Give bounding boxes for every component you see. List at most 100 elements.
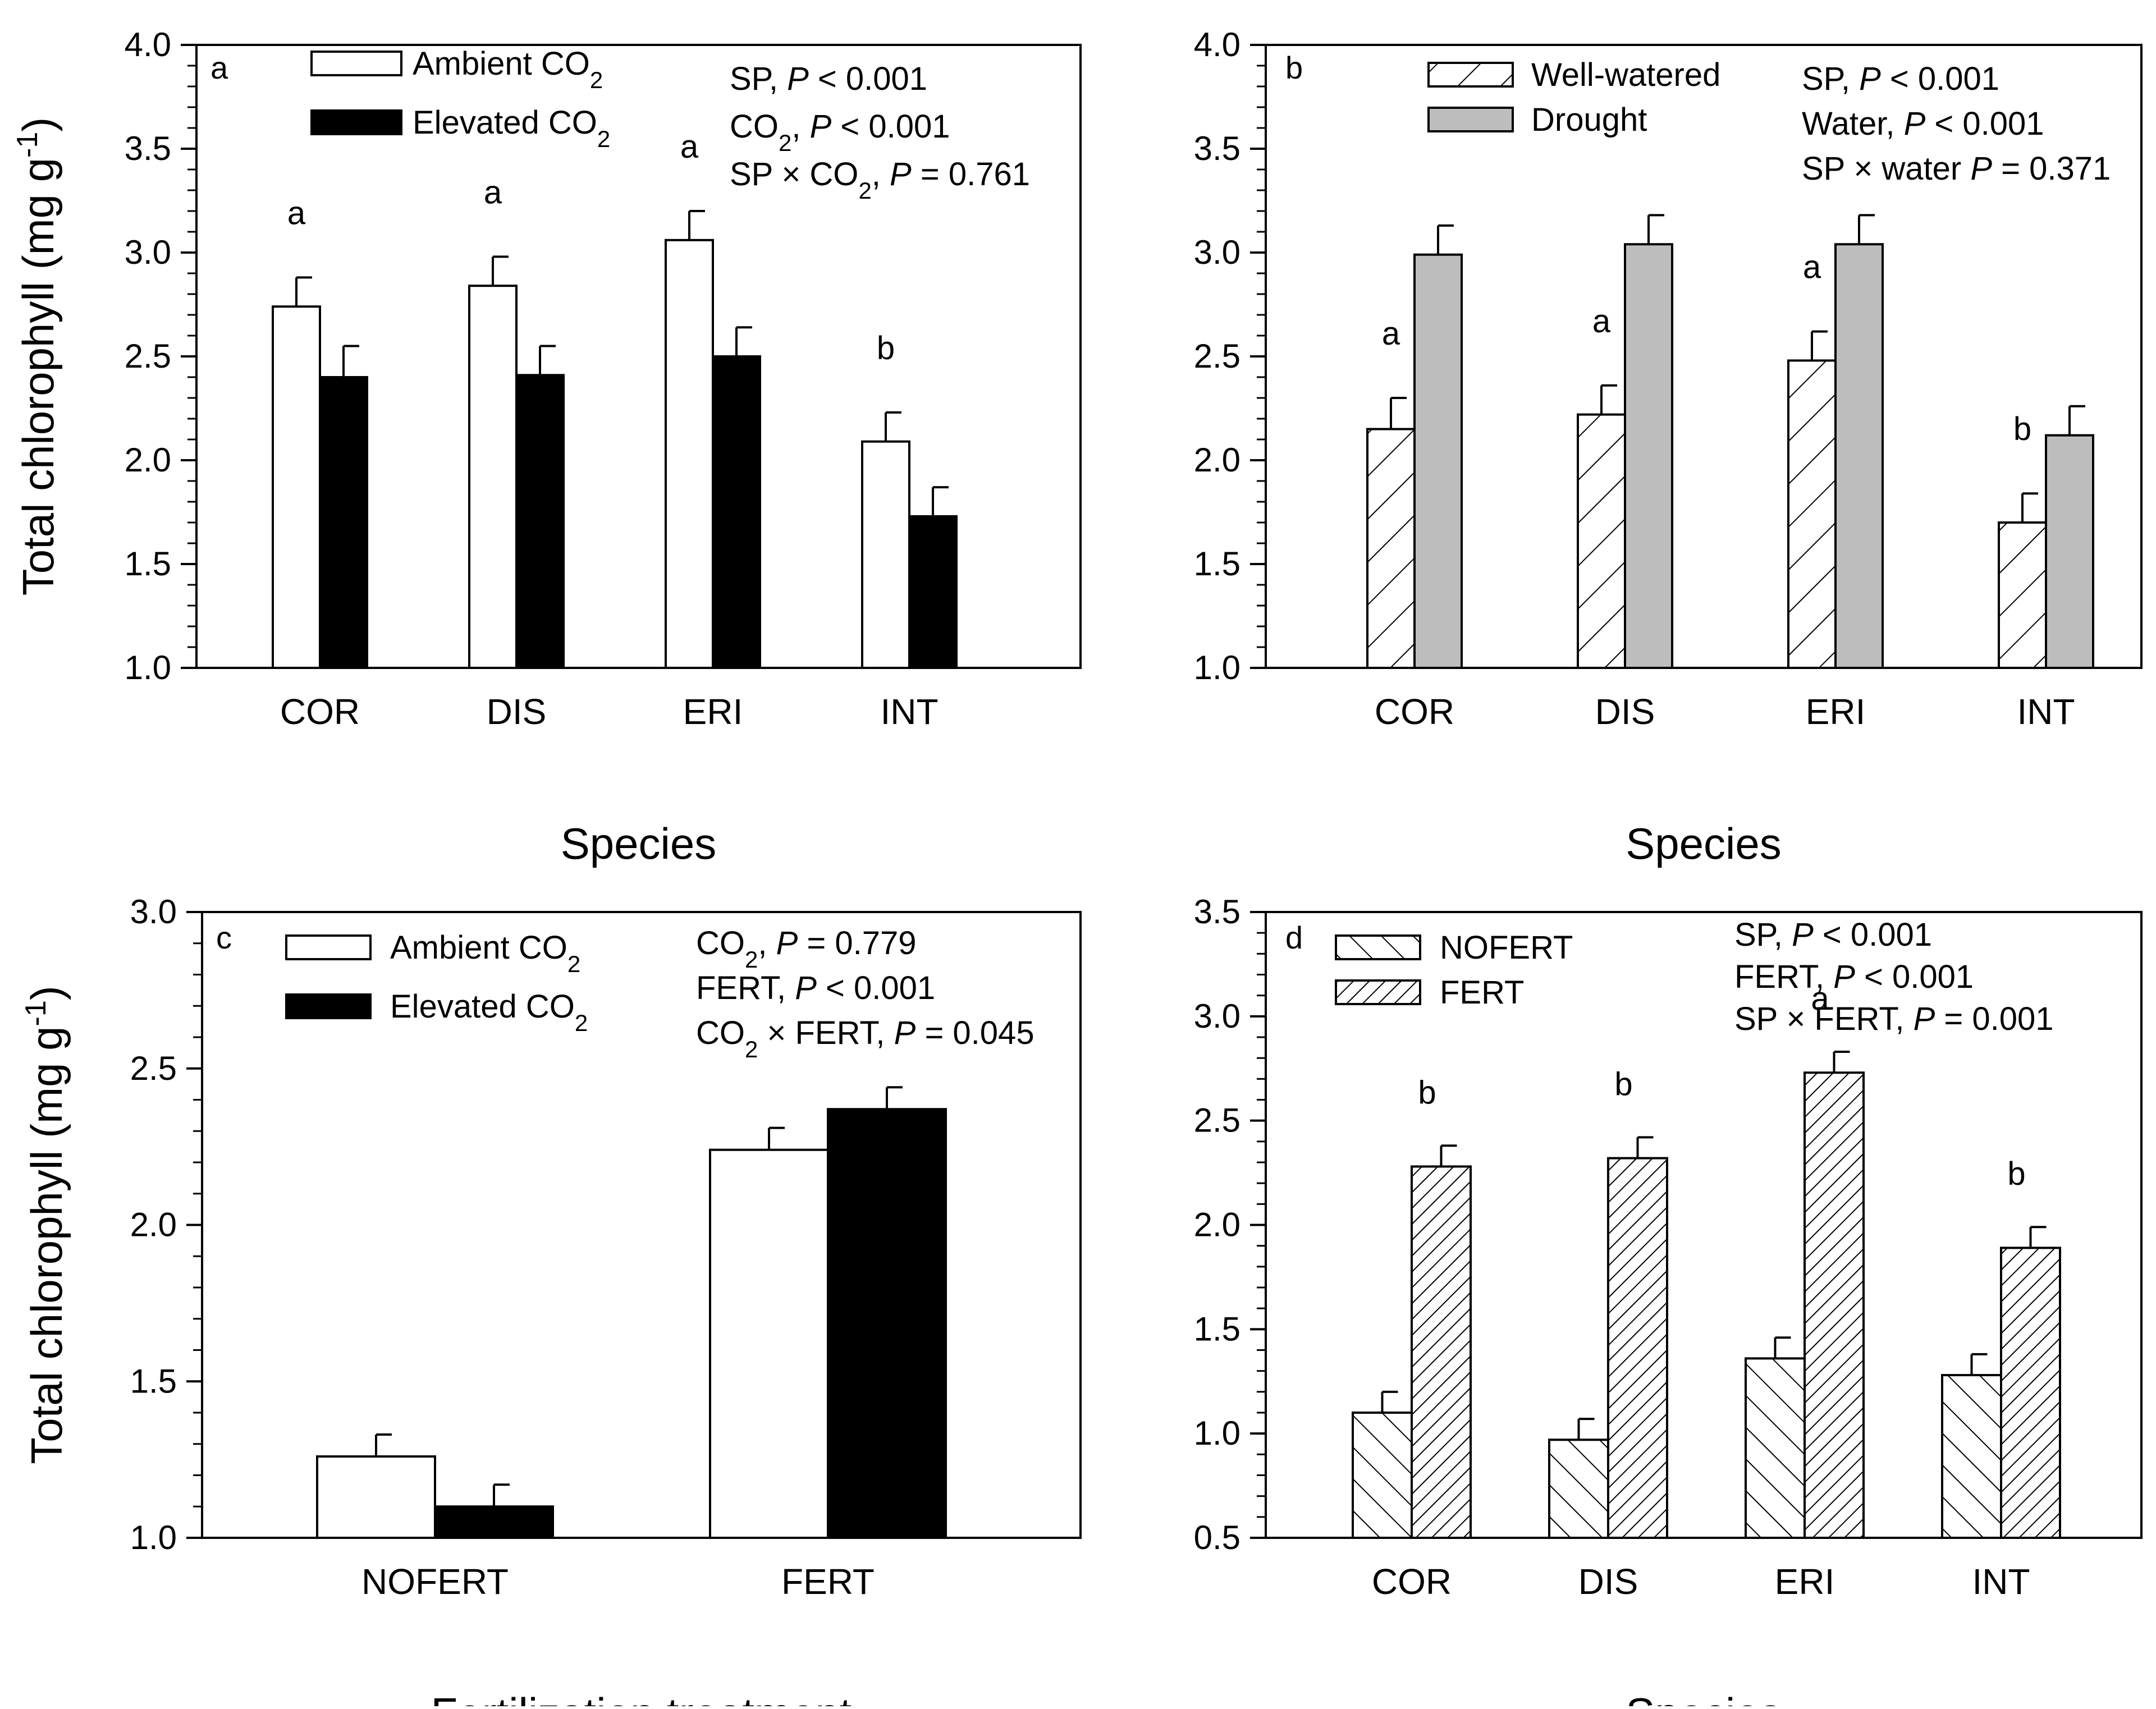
- stat-part: P: [776, 925, 798, 961]
- bar-c-fert-series0: [709, 1148, 829, 1539]
- y-tick-label: 1.0: [130, 1519, 177, 1556]
- bar-d-cor-series1: [1411, 1165, 1472, 1539]
- stat-part: 2: [858, 177, 871, 204]
- stat-line: Water, P < 0.001: [1802, 106, 2044, 142]
- y-axis-title: Total chlorophyll (mg g-1): [11, 117, 63, 596]
- y-tick-label: 2.0: [125, 441, 171, 479]
- legend-name: Elevated CO: [390, 988, 575, 1025]
- x-axis-title: Fertilization treatment: [431, 1689, 852, 1706]
- bar-b-dis-series1: [1624, 243, 1673, 669]
- stat-part: P: [1833, 959, 1855, 995]
- x-axis-title: Species: [1626, 819, 1782, 868]
- x-category-label: DIS: [487, 691, 547, 732]
- y-tick-label: 3.0: [1194, 233, 1240, 271]
- significance-letter: a: [287, 195, 306, 231]
- legend-label: Ambient CO2: [413, 45, 603, 93]
- y-tick-label: 2.5: [1194, 1102, 1240, 1139]
- bar-d-cor-series0: [1352, 1412, 1413, 1539]
- stat-part: P: [795, 970, 817, 1006]
- stat-part: P: [1859, 61, 1881, 97]
- y-tick-label: 1.5: [1194, 545, 1240, 583]
- legend-name: FERT: [1440, 974, 1524, 1011]
- x-category-label: INT: [1972, 1561, 2030, 1602]
- y-tick-label: 1.5: [1194, 1310, 1240, 1348]
- bar-a-int-series0: [861, 440, 910, 669]
- stat-part: SP,: [730, 61, 787, 97]
- x-axis-title: Species: [561, 819, 717, 868]
- y-title-close: ): [22, 986, 71, 1000]
- legend-name: Drought: [1531, 102, 1647, 138]
- bar-c-nofert-series1: [434, 1505, 554, 1539]
- y-title-superscript: -1: [11, 132, 44, 158]
- y-title-main: Total chlorophyll (mg g: [22, 1026, 71, 1464]
- significance-letter: b: [877, 330, 895, 366]
- y-tick-label: 3.5: [1194, 893, 1240, 931]
- legend-label: Ambient CO2: [390, 929, 580, 977]
- y-tick-label: 1.0: [125, 649, 171, 686]
- x-category-label: COR: [1372, 1561, 1452, 1602]
- bar-b-int-series0: [1998, 521, 2047, 669]
- bar-a-cor-series0: [272, 305, 321, 669]
- stat-part: SP,: [1734, 917, 1792, 953]
- bar-a-eri-series0: [665, 239, 714, 669]
- significance-letter: a: [1592, 303, 1611, 340]
- stat-line: FERT, P < 0.001: [1734, 959, 1974, 995]
- x-category-label: COR: [1375, 691, 1454, 732]
- stat-part: < 0.001: [809, 61, 927, 97]
- y-tick-label: 2.5: [1194, 337, 1240, 375]
- bar-c-nofert-series0: [316, 1455, 436, 1540]
- legend-name: Ambient CO: [413, 45, 590, 82]
- x-axis-title: Species: [1626, 1689, 1782, 1706]
- stat-part: SP,: [1802, 61, 1859, 97]
- legend-swatch: [1335, 934, 1421, 960]
- stat-part: ,: [872, 156, 890, 193]
- y-tick-label: 1.0: [1194, 649, 1240, 686]
- stat-part: < 0.001: [1881, 61, 1999, 97]
- panel-a: 1.0 1.5 2.0 2.5 3.0 3.5 4.0 COR a DIS a ERI a INT b a Am…: [11, 26, 1082, 868]
- stat-part: SP × FERT,: [1734, 1001, 1914, 1037]
- bar-a-dis-series1: [515, 374, 565, 669]
- legend-label: Elevated CO2: [390, 988, 588, 1036]
- y-tick-label: 0.5: [1194, 1519, 1240, 1556]
- stat-part: P: [894, 1015, 916, 1051]
- significance-letter: a: [680, 129, 699, 165]
- significance-letter: b: [1614, 1066, 1632, 1102]
- x-category-label: INT: [2017, 691, 2075, 732]
- stat-line: CO2, P < 0.001: [730, 108, 950, 156]
- stat-part: CO: [730, 108, 779, 145]
- panel-letter: b: [1285, 50, 1303, 85]
- legend-label: FERT: [1440, 974, 1524, 1011]
- legend-swatch: [310, 51, 402, 76]
- x-category-label: COR: [280, 691, 360, 732]
- stat-part: P: [787, 61, 809, 97]
- stat-part: SP × CO: [730, 156, 858, 193]
- significance-letter: a: [1803, 249, 1821, 286]
- panel-letter: c: [216, 920, 232, 955]
- legend-swatch: [285, 993, 372, 1019]
- bar-d-dis-series0: [1548, 1438, 1609, 1539]
- bar-d-eri-series0: [1745, 1357, 1806, 1540]
- stat-part: 2: [745, 1036, 758, 1062]
- stat-part: Water,: [1802, 106, 1904, 142]
- stat-part: FERT,: [696, 970, 795, 1006]
- y-tick-label: 2.5: [125, 337, 171, 375]
- x-category-label: ERI: [1806, 691, 1866, 732]
- bar-b-int-series1: [2045, 434, 2094, 669]
- bar-b-cor-series1: [1413, 253, 1463, 669]
- y-tick-label: 2.0: [130, 1206, 177, 1244]
- panel-letter: a: [210, 50, 228, 85]
- legend-name: Well-watered: [1531, 57, 1720, 93]
- legend-swatch: [1427, 62, 1514, 88]
- bar-a-eri-series1: [712, 355, 761, 669]
- stat-line: SP, P < 0.001: [730, 61, 927, 97]
- stat-part: < 0.001: [831, 108, 950, 145]
- stat-part: ,: [791, 108, 809, 145]
- stat-line: CO2, P = 0.779: [696, 925, 917, 973]
- stat-part: CO: [696, 925, 745, 961]
- y-tick-label: 3.0: [1194, 997, 1240, 1035]
- panel-letter: d: [1285, 920, 1303, 955]
- legend-subscript: 2: [590, 67, 603, 93]
- significance-letter: b: [1418, 1074, 1436, 1111]
- stat-part: SP × water: [1802, 150, 1970, 187]
